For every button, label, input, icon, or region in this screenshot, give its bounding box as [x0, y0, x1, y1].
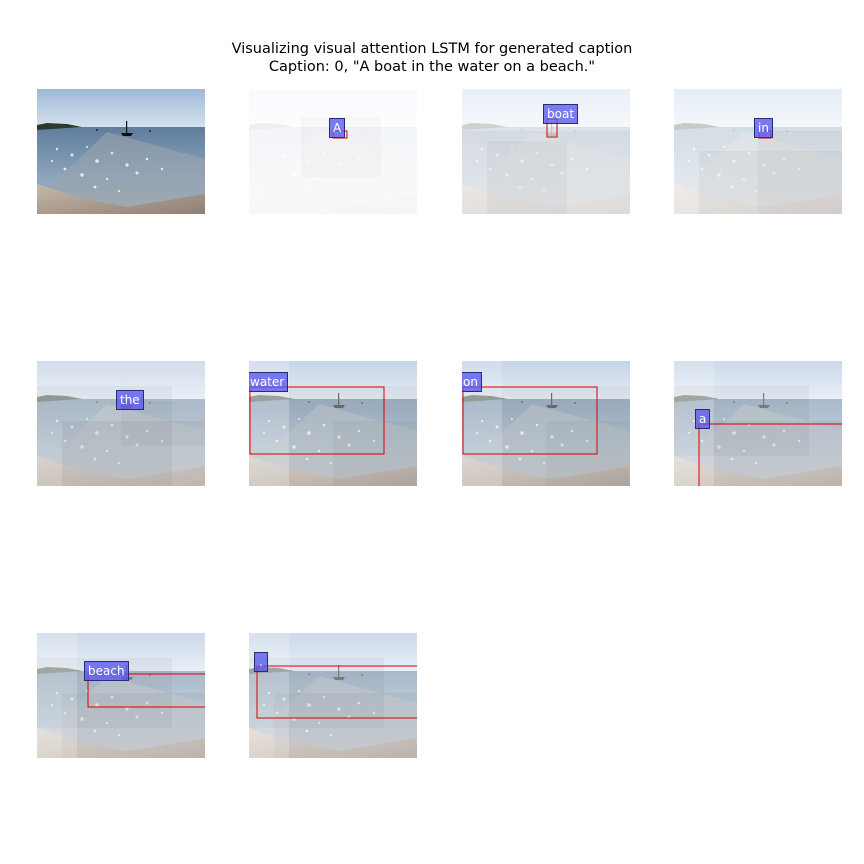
token-label: water: [249, 372, 289, 392]
attention-map: [37, 361, 205, 486]
attention-panel-word-5: water: [249, 361, 417, 486]
attention-box: [249, 386, 385, 455]
attention-map: [674, 89, 842, 214]
attention-veil: [249, 89, 417, 214]
attention-panel-word-9: .: [249, 633, 417, 758]
original-image-panel: [37, 89, 205, 214]
attention-box: [462, 386, 598, 455]
attention-panel-word-7: a: [674, 361, 842, 486]
attention-veil: [249, 633, 417, 758]
attention-panel-word-6: on: [462, 361, 630, 486]
attention-box: [87, 673, 205, 708]
attention-panel-word-3: in: [674, 89, 842, 214]
attention-panel-word-4: the: [37, 361, 205, 486]
token-label: the: [116, 390, 144, 410]
attention-veil: [462, 361, 630, 486]
token-label: in: [754, 118, 773, 138]
attention-map: [249, 89, 417, 214]
caption-subtitle: Caption: 0, "A boat in the water on a be…: [268, 59, 596, 75]
beach-photo: [37, 89, 205, 214]
attention-map: [249, 633, 417, 758]
attention-panel-word-1: A: [249, 89, 417, 214]
attention-box: [698, 423, 842, 486]
attention-panel-word-2: boat: [462, 89, 630, 214]
token-label: beach: [84, 661, 129, 681]
attention-map: [37, 633, 205, 758]
attention-box: [256, 665, 417, 719]
attention-veil: [674, 89, 842, 214]
token-label: A: [329, 118, 346, 138]
attention-veil: [37, 633, 205, 758]
token-label: boat: [543, 104, 579, 124]
token-label: a: [695, 409, 711, 429]
figure-title: Visualizing visual attention LSTM for ge…: [231, 41, 633, 57]
attention-veil: [37, 361, 205, 486]
token-label: .: [254, 652, 268, 672]
token-label: on: [462, 372, 482, 392]
attention-map: [462, 361, 630, 486]
attention-panel-word-8: beach: [37, 633, 205, 758]
